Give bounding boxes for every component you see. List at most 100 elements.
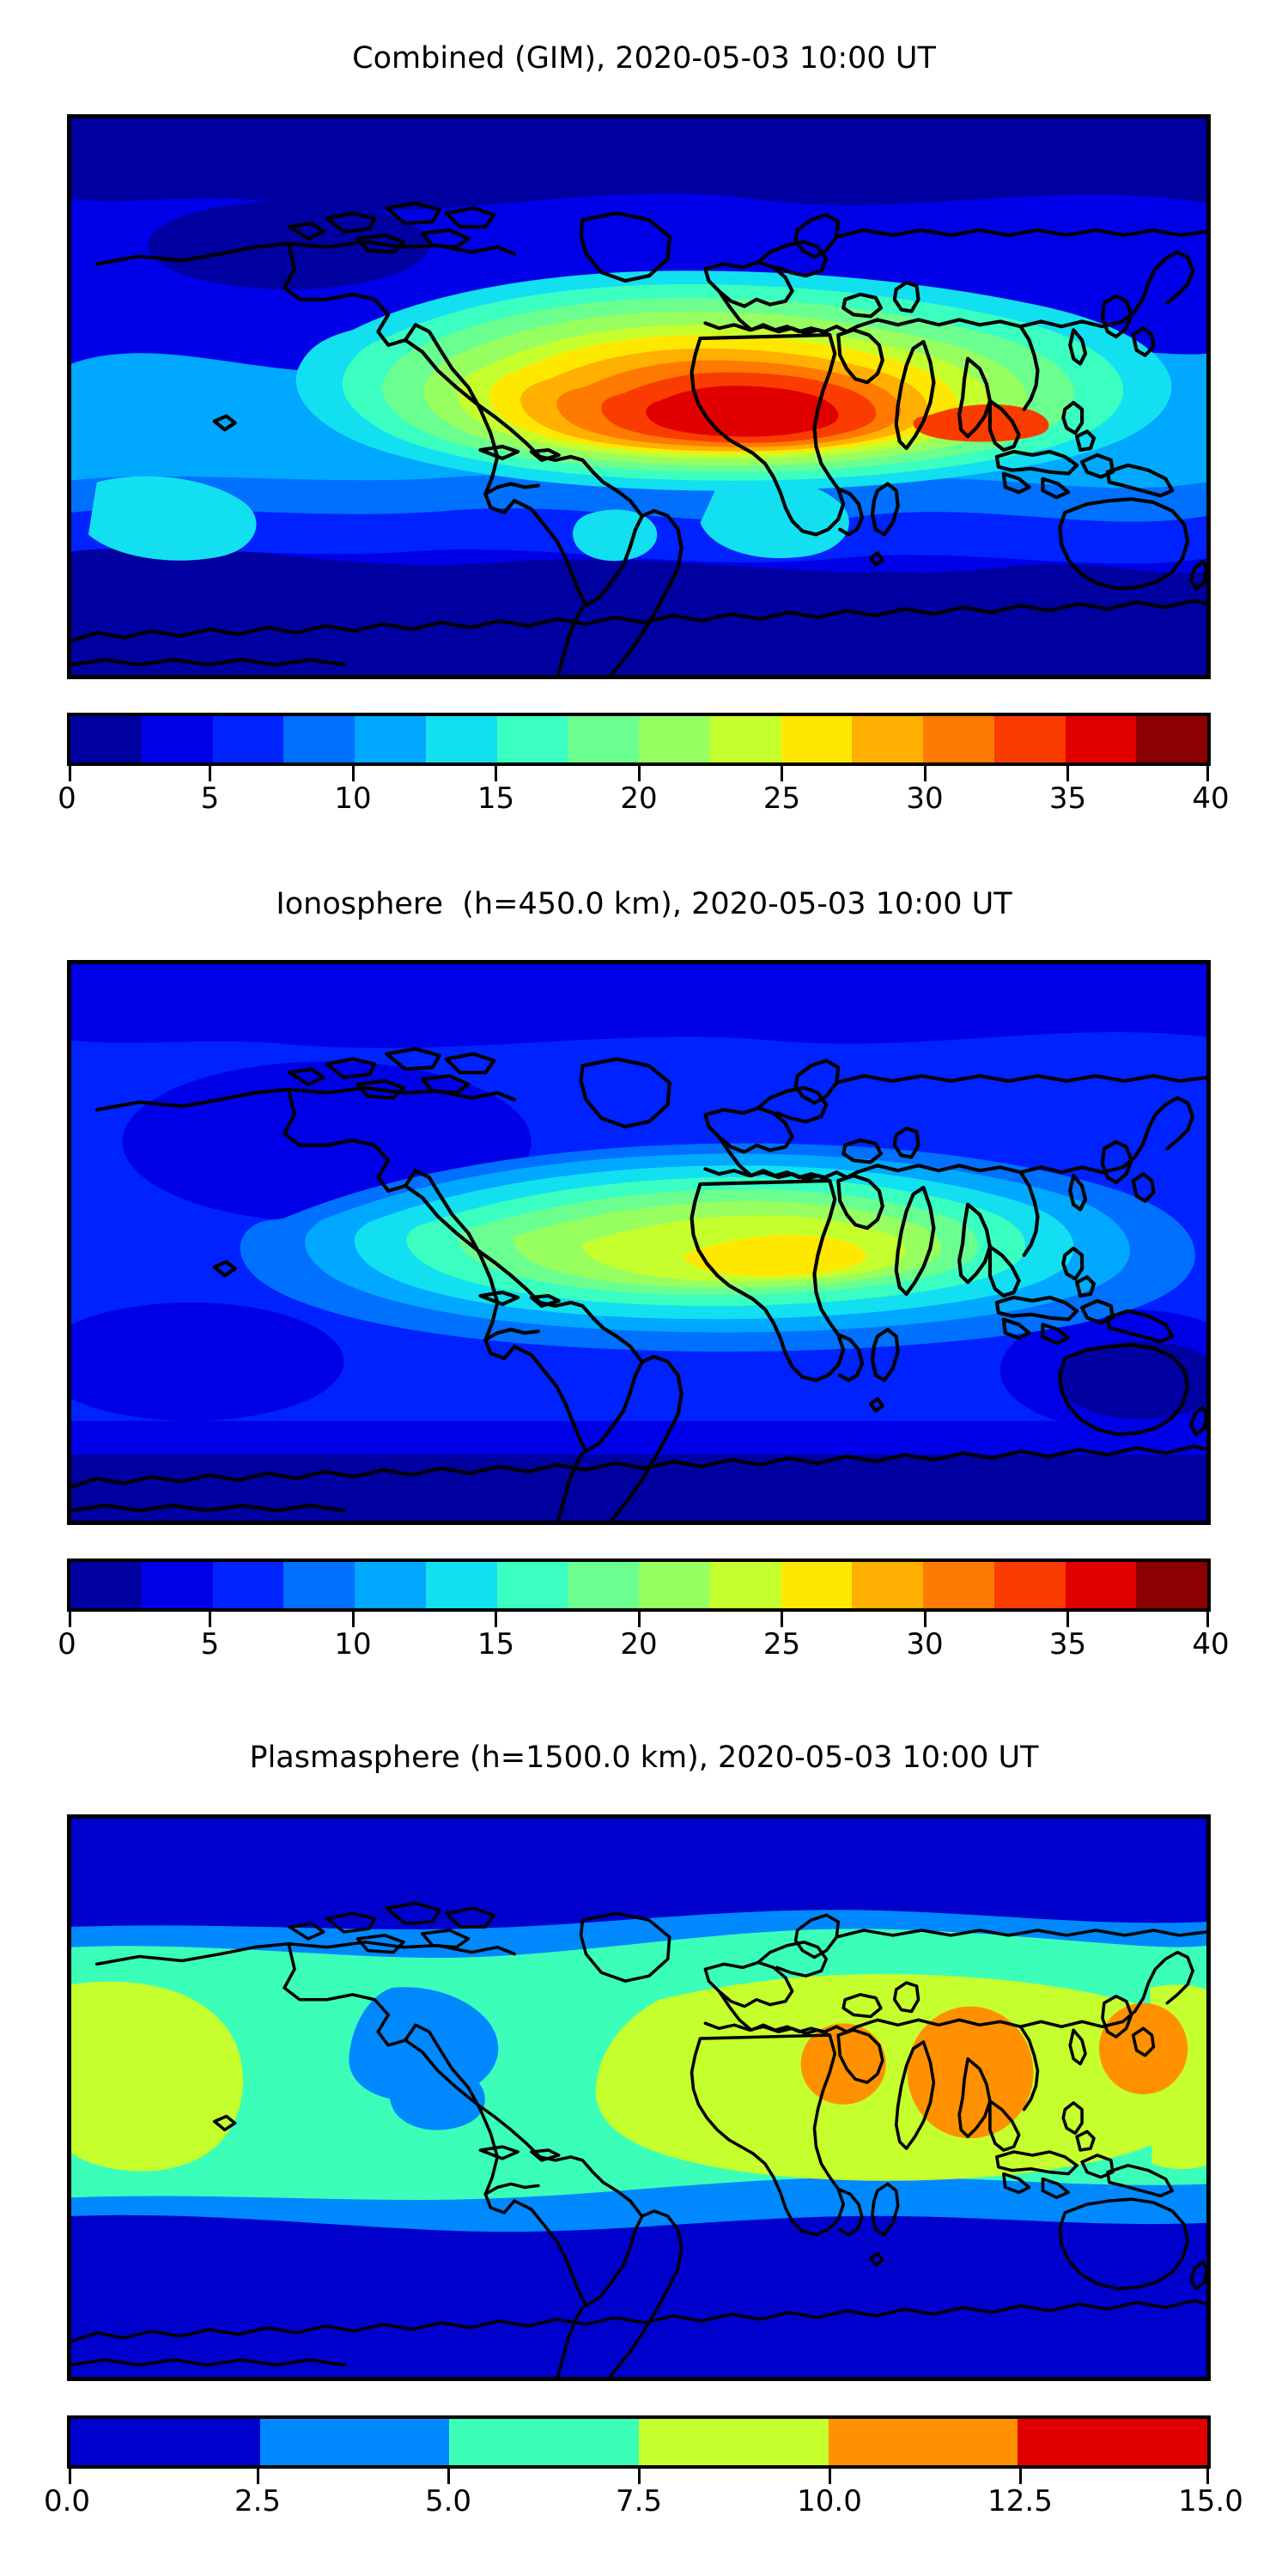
colorbar-ticks-ionosphere (67, 1612, 1211, 1627)
colorbar-band (993, 716, 1066, 762)
colorbar-tick-label: 12.5 (987, 2484, 1053, 2518)
colorbar-tick (781, 766, 783, 781)
colorbar-tick (637, 1612, 641, 1627)
hotspot-se-asia (907, 2006, 1034, 2139)
colorbar-band (449, 2419, 640, 2465)
colorbar-tick (69, 1612, 71, 1627)
colorbar-band (212, 716, 284, 762)
colorbar-band (781, 1562, 853, 1608)
colorbar-band (639, 2419, 829, 2465)
hotspot-west-pacific (1098, 2002, 1188, 2095)
coastlines-ionosphere (71, 1047, 1206, 1521)
colorbar-tick-label: 5 (200, 781, 220, 816)
colorbar-ticks-plasmasphere (67, 2469, 1211, 2484)
colorbar-tick-label: 15 (477, 1627, 515, 1662)
panel-ionosphere: Ionosphere (h=450.0 km), 2020-05-03 10:0… (0, 846, 1288, 1704)
colorbar-band (425, 1562, 497, 1608)
colorbar-tick-label: 35 (1048, 1627, 1087, 1662)
map-ionosphere (67, 960, 1211, 1525)
colorbar-band (212, 1562, 284, 1608)
colorbar-tick-label: 2.5 (234, 2484, 282, 2518)
colorbar-band (852, 1562, 923, 1608)
colorbar-tick (923, 1612, 927, 1627)
panel-combined-gim: Combined (GIM), 2020-05-03 10:00 UT (0, 0, 1288, 859)
colorbar-band (568, 716, 639, 762)
colorbar-tick-label: 10 (334, 1627, 372, 1662)
colorbar-band (1065, 716, 1137, 762)
colorbar-gradient-combined[interactable] (67, 713, 1211, 766)
panel-title-ionosphere: Ionosphere (h=450.0 km), 2020-05-03 10:0… (276, 887, 1012, 921)
colorbar-tick (495, 766, 497, 781)
colorbar-band (828, 2419, 1018, 2465)
colorbar-band (141, 716, 213, 762)
colorbar-tick (637, 766, 641, 781)
colorbar-tick-label: 0.0 (43, 2484, 91, 2518)
colorbar-tick (1066, 766, 1069, 781)
colorbar-band (283, 1562, 355, 1608)
coastlines-plasmasphere (71, 1901, 1206, 2377)
colorbar-band (1136, 716, 1207, 762)
colorbar-tick (1206, 2469, 1209, 2484)
colorbar-tick (69, 766, 71, 781)
colorbar-band (639, 1562, 710, 1608)
colorbar-tick-label: 30 (906, 1627, 944, 1662)
panel-title-plasmasphere: Plasmasphere (h=1500.0 km), 2020-05-03 1… (249, 1741, 1039, 1775)
colorbar-band (1136, 1562, 1207, 1608)
colorbar-tick (923, 766, 927, 781)
colorbar-tick-label: 0 (58, 1627, 76, 1662)
colorbar-tick-label: 35 (1048, 781, 1087, 816)
colorbar-tick-label: 15 (477, 781, 515, 816)
colorbar-tick-label: 7.5 (615, 2484, 663, 2518)
colorbar-band (923, 1562, 994, 1608)
colorbar-tick-label: 5 (200, 1627, 220, 1662)
colorbar-tick (256, 2469, 259, 2484)
colorbar-band (70, 716, 142, 762)
colorbar-tick (209, 1612, 211, 1627)
colorbar-tick (828, 2469, 831, 2484)
colorbar-band (496, 716, 568, 762)
colorbar-band (568, 1562, 639, 1608)
colorbar-tick-label: 0 (58, 781, 76, 816)
colorbar-ionosphere: 0 5 10 15 20 25 30 35 40 (58, 1558, 1230, 1665)
colorbar-tick-label: 10.0 (797, 2484, 862, 2518)
colorbar-tick-label: 5.0 (424, 2484, 472, 2518)
map-combined-gim (67, 114, 1211, 679)
colorbar-plasmasphere: 0.0 2.5 5.0 7.5 10.0 12.5 15.0 (44, 2415, 1243, 2522)
panel-title-combined: Combined (GIM), 2020-05-03 10:00 UT (352, 41, 936, 76)
colorbar-band (355, 716, 426, 762)
map-svg-ionosphere (71, 964, 1206, 1521)
colorbar-labels-combined: 0 5 10 15 20 25 30 35 40 (58, 781, 1229, 819)
colorbar-tick (351, 1612, 355, 1627)
colorbar-band (639, 716, 710, 762)
colorbar-band (852, 716, 923, 762)
colorbar-tick-label: 40 (1192, 1627, 1230, 1662)
colorbar-labels-ionosphere: 0 5 10 15 20 25 30 35 40 (58, 1627, 1229, 1665)
colorbar-tick-label: 20 (620, 1627, 658, 1662)
map-svg-plasmasphere (71, 1819, 1206, 2377)
colorbar-gradient-plasmasphere[interactable] (67, 2415, 1211, 2469)
colorbar-band (259, 2419, 450, 2465)
colorbar-tick-label: 40 (1192, 781, 1230, 816)
colorbar-tick (69, 2469, 71, 2484)
colorbar-band (1018, 2419, 1208, 2465)
colorbar-tick-label: 30 (906, 781, 944, 816)
colorbar-band (425, 716, 497, 762)
colorbar-gradient-ionosphere[interactable] (67, 1558, 1211, 1612)
colorbar-tick (1018, 2469, 1022, 2484)
colorbar-tick-label: 10 (334, 781, 372, 816)
colorbar-tick (209, 766, 211, 781)
colorbar-tick (1066, 1612, 1069, 1627)
map-plasmasphere (67, 1814, 1211, 2381)
colorbar-tick-label: 20 (620, 781, 658, 816)
colorbar-tick (495, 1612, 497, 1627)
colorbar-ticks-combined (67, 766, 1211, 781)
colorbar-band (993, 1562, 1066, 1608)
colorbar-band (70, 1562, 142, 1608)
colorbar-combined: 0 5 10 15 20 25 30 35 40 (58, 713, 1230, 819)
colorbar-tick (1206, 1612, 1209, 1627)
colorbar-band (709, 1562, 781, 1608)
colorbar-band (781, 716, 853, 762)
colorbar-band (1065, 1562, 1137, 1608)
colorbar-tick-label: 15.0 (1178, 2484, 1243, 2518)
colorbar-tick-label: 25 (762, 1627, 801, 1662)
